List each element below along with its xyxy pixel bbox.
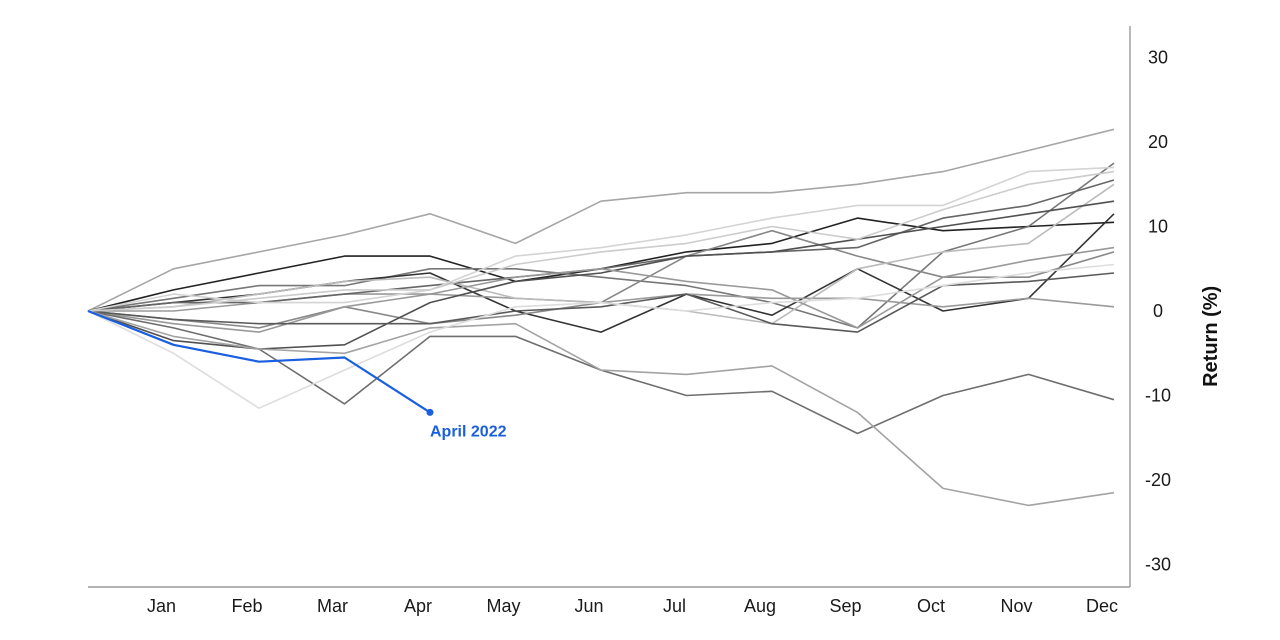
x-tick-label-sep: Sep xyxy=(829,596,861,616)
series-layer xyxy=(87,128,1115,507)
highlight-series-line xyxy=(87,309,431,414)
series-line-12 xyxy=(87,310,1115,435)
y-tick-label: -10 xyxy=(1145,386,1171,406)
x-tick-label-feb: Feb xyxy=(231,596,262,616)
y-tick-label: 30 xyxy=(1148,48,1168,68)
x-tick-label-nov: Nov xyxy=(1000,596,1032,616)
y-tick-labels: 30 20 10 0 -10 -20 -30 xyxy=(1145,48,1171,575)
series-line-10 xyxy=(87,246,1115,333)
y-tick-label: 10 xyxy=(1148,217,1168,237)
y-tick-label: -20 xyxy=(1145,470,1171,490)
x-tick-label-aug: Aug xyxy=(744,596,776,616)
x-tick-label-jan: Jan xyxy=(147,596,176,616)
highlight-layer: April 2022 xyxy=(87,309,507,440)
series-line-16 xyxy=(87,170,1115,312)
x-tick-label-dec: Dec xyxy=(1086,596,1118,616)
x-tick-label-oct: Oct xyxy=(917,596,945,616)
y-axis-label: Return (%) xyxy=(1200,286,1222,387)
y-tick-label: 0 xyxy=(1153,301,1163,321)
series-line-13 xyxy=(87,310,1115,507)
x-tick-label-jun: Jun xyxy=(574,596,603,616)
y-tick-label: -30 xyxy=(1145,555,1171,575)
series-line-1 xyxy=(87,128,1115,312)
x-tick-label-mar: Mar xyxy=(317,596,348,616)
series-line-5 xyxy=(87,229,1115,329)
y-tick-label: 20 xyxy=(1148,132,1168,152)
series-line-15 xyxy=(87,166,1115,312)
x-tick-label-may: May xyxy=(486,596,520,616)
series-line-14 xyxy=(87,263,1115,410)
x-tick-labels: Jan Feb Mar Apr May Jun Jul Aug Sep Oct Nov Dec xyxy=(147,596,1118,616)
highlight-end-point xyxy=(426,408,434,416)
series-line-8 xyxy=(87,179,1115,312)
highlight-series-label: April 2022 xyxy=(430,423,507,440)
x-tick-label-jul: Jul xyxy=(663,596,686,616)
x-tick-label-apr: Apr xyxy=(404,596,432,616)
